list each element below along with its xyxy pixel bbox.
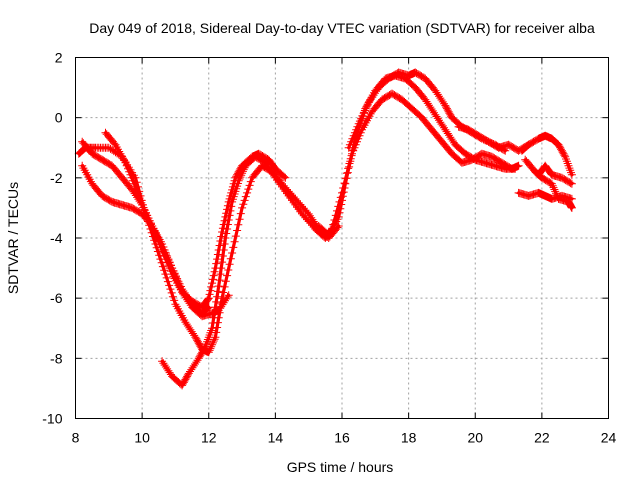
x-tick-label: 10 (134, 430, 150, 446)
chart-title: Day 049 of 2018, Sidereal Day-to-day VTE… (89, 20, 595, 36)
y-tick-label: -4 (50, 230, 63, 246)
y-tick-label: -10 (42, 411, 62, 427)
series-track-9 (517, 131, 576, 179)
series-line (80, 140, 211, 315)
series-markers (101, 128, 290, 312)
series-track-1 (78, 137, 213, 318)
x-tick-label: 22 (534, 430, 550, 446)
series-line (160, 92, 521, 387)
series-markers (517, 131, 576, 179)
series-track-4 (101, 128, 290, 312)
x-tick-label: 14 (268, 430, 284, 446)
axis-ticks: 8 10 12 14 16 18 20 22 24 -10 -8 -6 -4 -2 0 2 (42, 50, 616, 446)
x-axis-label: GPS time / hours (287, 459, 394, 475)
y-tick-label: -2 (50, 170, 63, 186)
y-tick-label: 0 (55, 110, 63, 126)
x-tick-label: 24 (601, 430, 617, 446)
y-tick-label: -8 (50, 350, 63, 366)
x-tick-label: 12 (201, 430, 217, 446)
y-axis-label: SDTVAR / TECUs (5, 182, 21, 294)
x-tick-label: 18 (401, 430, 417, 446)
x-tick-label: 16 (334, 430, 350, 446)
y-tick-label: 2 (55, 50, 63, 66)
x-tick-label: 20 (467, 430, 483, 446)
series-track-11 (521, 155, 576, 212)
series-markers (534, 161, 576, 188)
series-track-12 (534, 161, 576, 188)
x-tick-label: 8 (72, 430, 80, 446)
y-tick-label: -6 (50, 290, 63, 306)
series-track-6 (314, 71, 520, 239)
series-markers (78, 137, 213, 318)
data-series (74, 68, 576, 390)
gridlines (75, 57, 609, 419)
